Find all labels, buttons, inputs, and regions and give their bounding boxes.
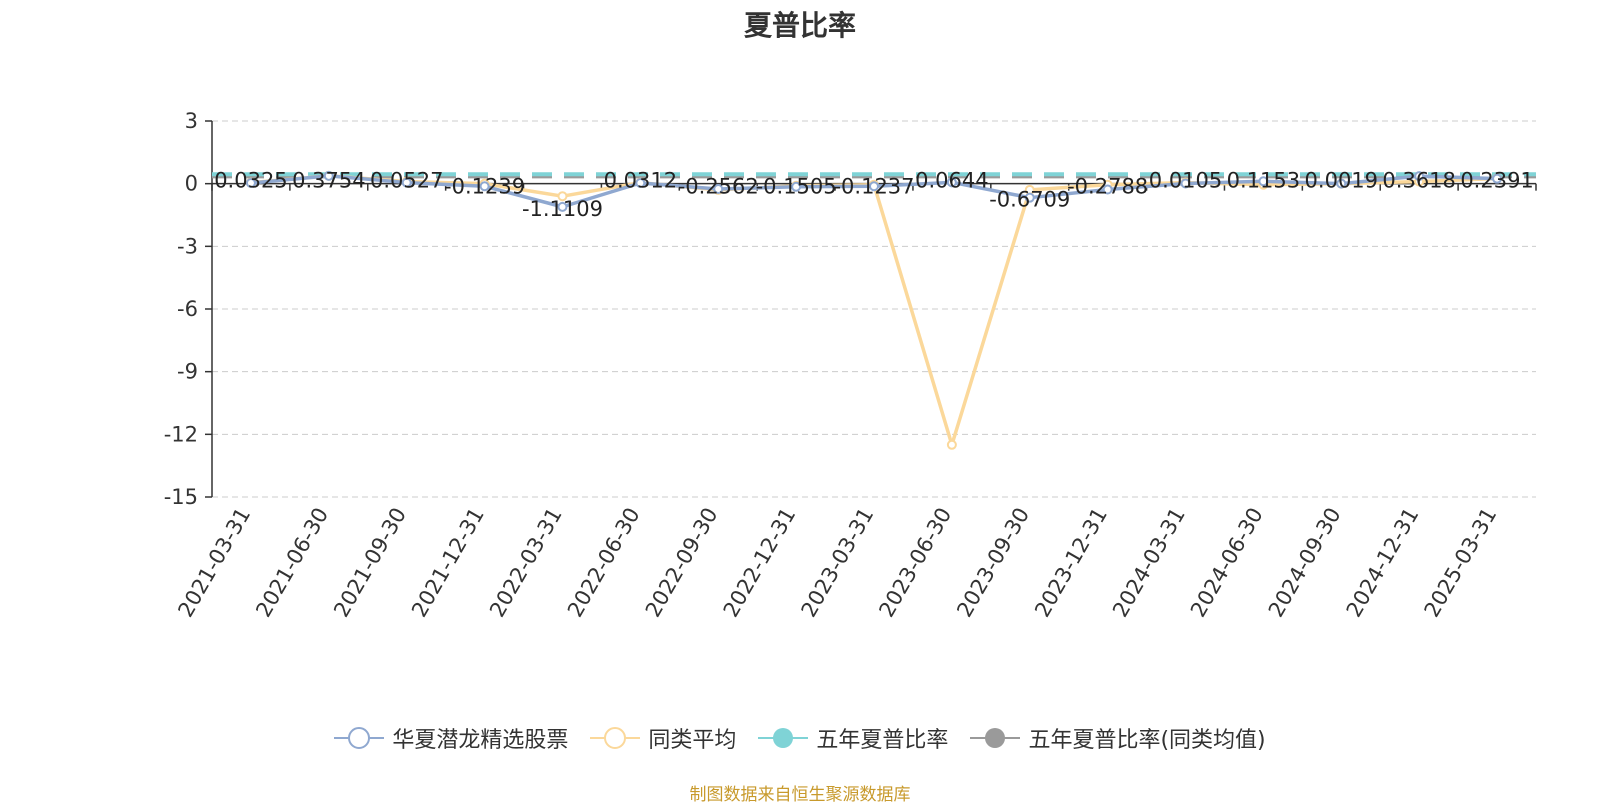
data-label: 0.1153 bbox=[1227, 169, 1300, 193]
legend-label-fund: 华夏潜龙精选股票 bbox=[392, 728, 569, 753]
legend-item-peer-average[interactable]: 同类平均 bbox=[590, 722, 736, 754]
fund-point bbox=[946, 177, 957, 188]
fund-point bbox=[791, 181, 802, 192]
fund-point bbox=[245, 177, 256, 188]
fund-point bbox=[323, 170, 334, 181]
y-tick-label: -3 bbox=[177, 234, 198, 258]
x-tick-label: 2021-12-31 bbox=[407, 504, 489, 622]
x-tick-label: 2023-09-30 bbox=[952, 504, 1034, 622]
legend-filled-circle-icon bbox=[758, 728, 809, 748]
y-tick-label: 3 bbox=[185, 109, 198, 133]
legend-hollow-circle-icon bbox=[334, 727, 385, 749]
x-tick-label: 2024-09-30 bbox=[1264, 504, 1346, 622]
data-label: 0.0019 bbox=[1305, 169, 1378, 193]
data-label: -0.1239 bbox=[444, 175, 525, 199]
data-label: -0.1505 bbox=[756, 175, 837, 199]
fund-point bbox=[1492, 173, 1503, 184]
y-tick-label: -9 bbox=[177, 360, 198, 384]
data-label: -0.2562 bbox=[678, 175, 759, 199]
x-tick-label: 2025-03-31 bbox=[1420, 504, 1502, 622]
legend-label-five-year-peer: 五年夏普比率(同类均值) bbox=[1028, 728, 1266, 753]
series-lines bbox=[212, 170, 1536, 450]
x-tick-label: 2023-12-31 bbox=[1030, 504, 1112, 622]
y-tick-label: -15 bbox=[164, 485, 198, 509]
x-tick-label: 2022-09-30 bbox=[641, 504, 723, 622]
data-label: -0.6709 bbox=[989, 188, 1070, 212]
data-label: 0.0105 bbox=[1149, 169, 1222, 193]
data-label: 0.0312 bbox=[604, 169, 677, 193]
peer-average-line bbox=[250, 173, 1498, 447]
data-label: 0.3754 bbox=[292, 169, 365, 193]
legend-label-five-year: 五年夏普比率 bbox=[816, 728, 949, 753]
x-tick-label: 2024-12-31 bbox=[1342, 504, 1424, 622]
legend: 华夏潜龙精选股票 同类平均 五年夏普比率 五年夏普比率(同类均值) bbox=[0, 722, 1600, 754]
fund-point bbox=[557, 201, 568, 212]
fund-point bbox=[635, 178, 646, 189]
x-tick-label: 2024-03-31 bbox=[1108, 504, 1190, 622]
legend-item-five-year-peer[interactable]: 五年夏普比率(同类均值) bbox=[970, 722, 1266, 754]
data-label: 0.2391 bbox=[1460, 169, 1533, 193]
data-label: 0.3618 bbox=[1382, 169, 1455, 193]
legend-label-peer-average: 同类平均 bbox=[648, 728, 737, 753]
x-tick-label: 2022-12-31 bbox=[719, 504, 801, 622]
data-label: -1.1109 bbox=[522, 197, 603, 221]
fund-point bbox=[1258, 176, 1269, 187]
legend-hollow-circle-icon bbox=[590, 727, 641, 749]
x-tick-label: 2023-06-30 bbox=[874, 504, 956, 622]
data-label: 0.0644 bbox=[915, 169, 988, 193]
fund-point bbox=[1102, 184, 1113, 195]
fund-point bbox=[869, 181, 879, 192]
legend-item-fund[interactable]: 华夏潜龙精选股票 bbox=[334, 722, 568, 754]
x-tick-label: 2021-06-30 bbox=[251, 504, 333, 622]
x-tick-label: 2021-09-30 bbox=[329, 504, 411, 622]
fund-point bbox=[1180, 178, 1191, 189]
fund-point bbox=[1336, 178, 1347, 189]
x-tick-label: 2022-06-30 bbox=[563, 504, 645, 622]
x-tick-label: 2022-03-31 bbox=[485, 504, 567, 622]
chart-title: 夏普比率 bbox=[743, 9, 856, 42]
data-label: -0.1237 bbox=[833, 175, 914, 199]
fund-point bbox=[479, 181, 490, 192]
data-label: 0.0527 bbox=[370, 169, 443, 193]
x-tick-label: 2024-06-30 bbox=[1186, 504, 1268, 622]
data-label: 0.0325 bbox=[214, 169, 287, 193]
fund-point bbox=[713, 184, 724, 195]
y-tick-label: 0 bbox=[185, 172, 198, 196]
fund-point bbox=[1414, 171, 1425, 182]
data-label: -0.2788 bbox=[1067, 175, 1148, 199]
fund-point bbox=[401, 177, 412, 188]
y-tick-label: -12 bbox=[164, 422, 198, 446]
data-source-note: 制图数据来自恒生聚源数据库 bbox=[689, 785, 911, 805]
legend-filled-circle-icon bbox=[970, 728, 1021, 748]
legend-item-five-year[interactable]: 五年夏普比率 bbox=[758, 722, 948, 754]
x-tick-label: 2023-03-31 bbox=[797, 504, 879, 622]
fund-point bbox=[1024, 192, 1035, 203]
peer-average-point bbox=[946, 439, 957, 450]
peer-average-point bbox=[557, 191, 568, 202]
y-tick-label: -6 bbox=[177, 297, 198, 321]
sharpe-ratio-chart: 3 0 -3 -6 -9 -12 -152021-03-312021-06-302021-0… bbox=[164, 109, 1537, 622]
x-tick-label: 2021-03-31 bbox=[173, 504, 255, 622]
